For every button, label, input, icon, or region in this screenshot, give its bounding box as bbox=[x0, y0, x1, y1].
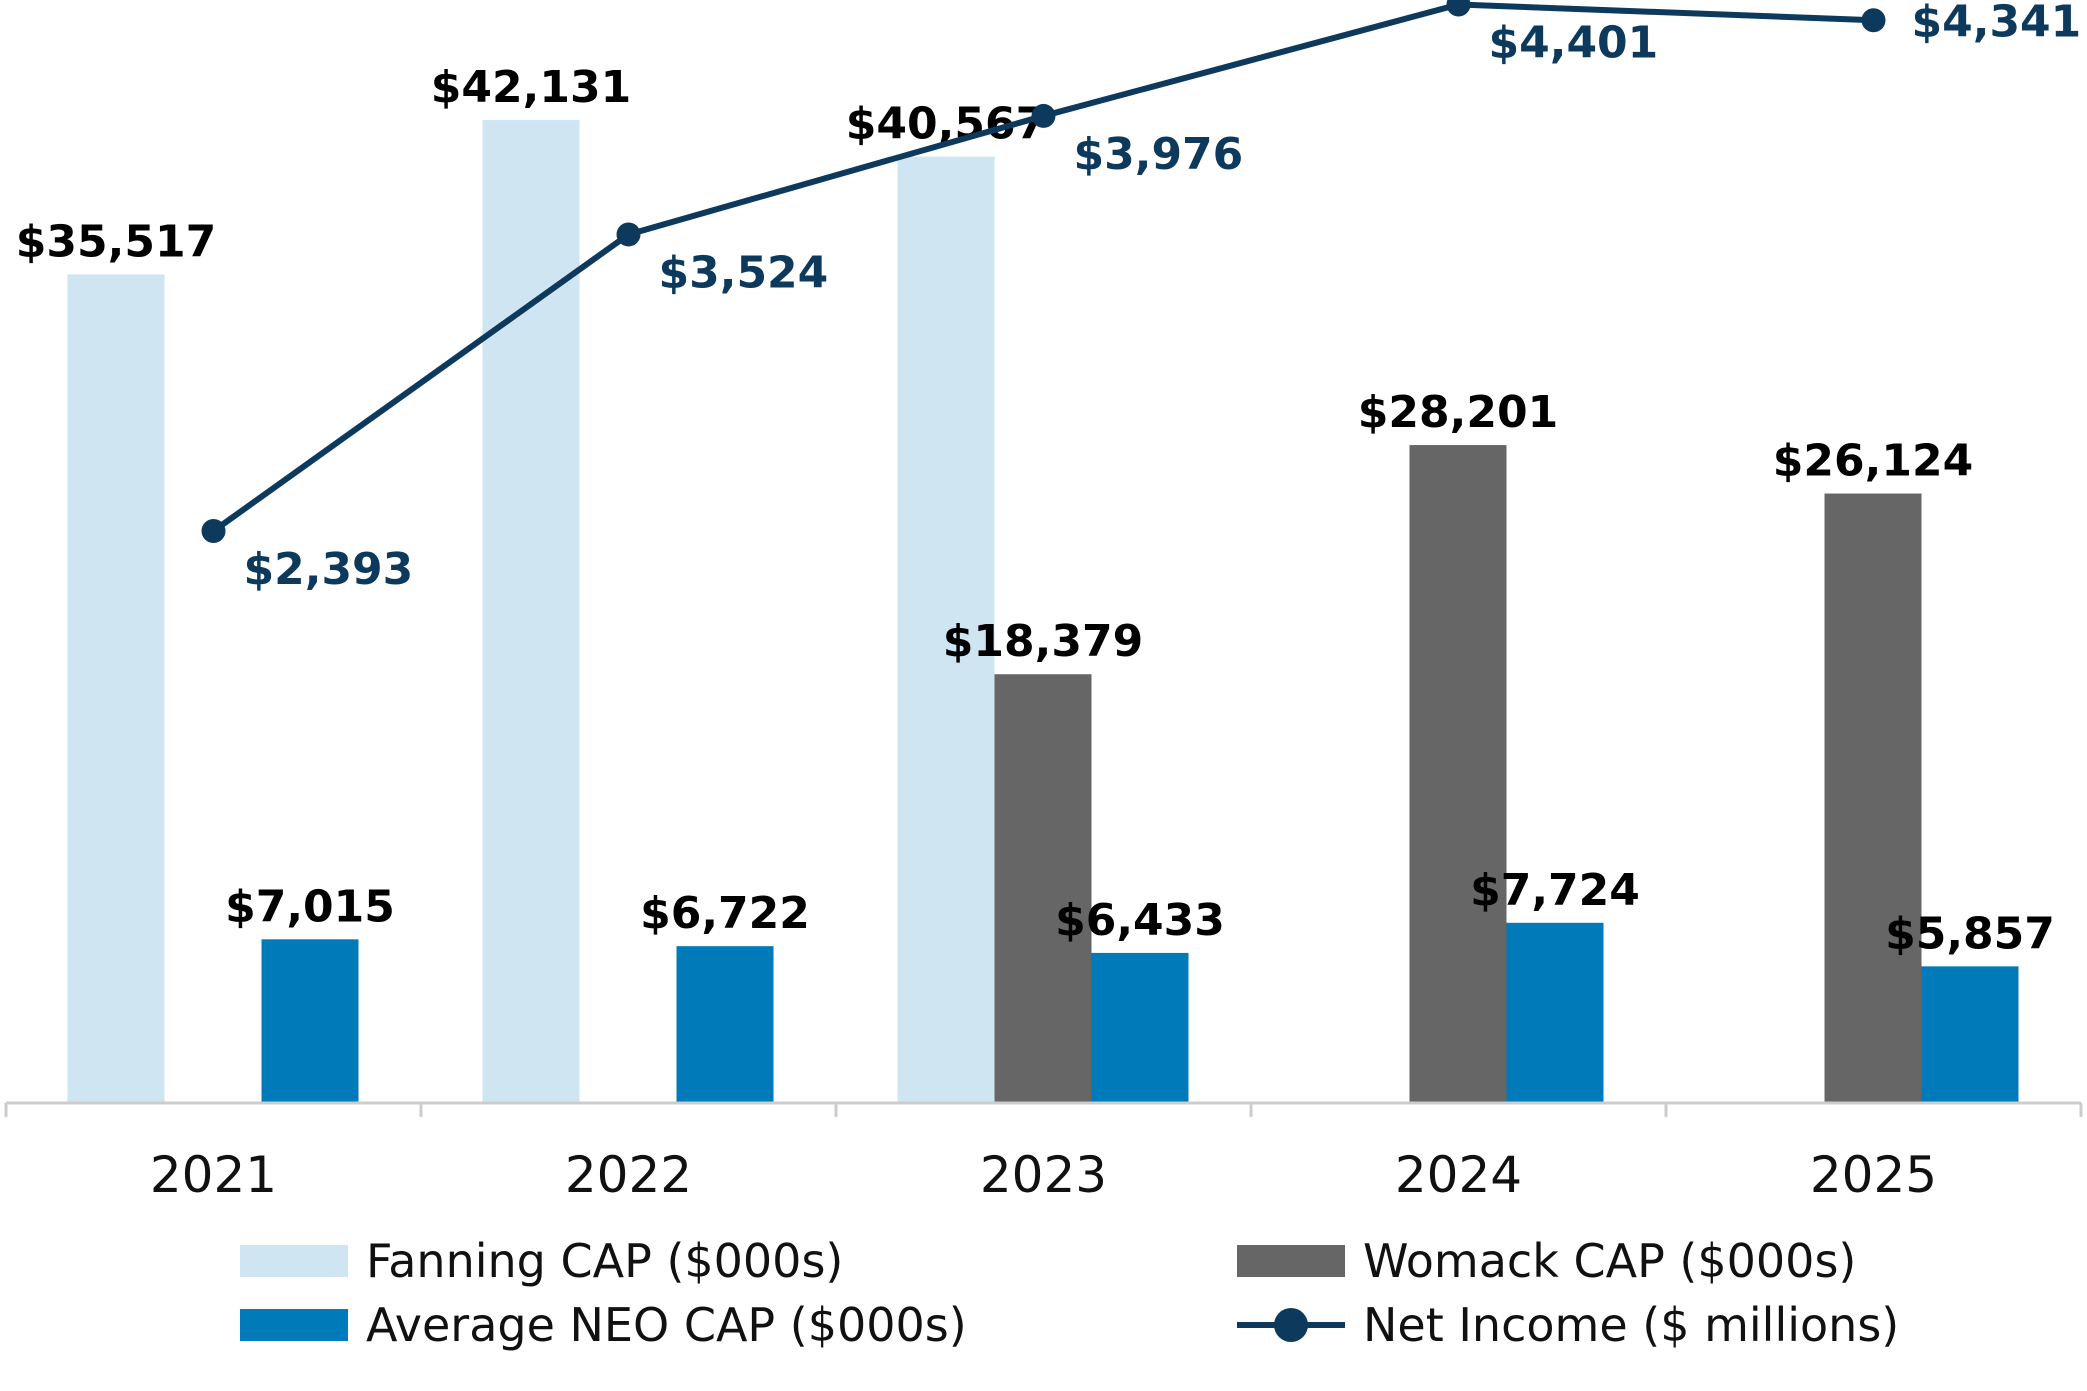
legend-neo-swatch bbox=[240, 1309, 348, 1341]
bar-womack-cap-000s-2023 bbox=[994, 674, 1092, 1103]
data-label-womack-cap-000s-2024: $28,201 bbox=[1358, 387, 1558, 438]
bar-fanning-cap-000s-2023 bbox=[897, 156, 995, 1103]
bar-average-neo-cap-000s-2022 bbox=[676, 946, 774, 1103]
data-label-net-income-millions-2024: $4,401 bbox=[1489, 18, 1659, 69]
bar-womack-cap-000s-2025 bbox=[1824, 493, 1922, 1103]
data-label-fanning-cap-000s-2022: $42,131 bbox=[431, 62, 631, 113]
legend-neo-label: Average NEO CAP ($000s) bbox=[366, 1298, 967, 1352]
bar-womack-cap-000s-2024 bbox=[1409, 445, 1507, 1103]
point-net-income-millions-2022 bbox=[616, 222, 641, 247]
x-tick-label-2022: 2022 bbox=[565, 1146, 692, 1204]
legend-fanning-swatch bbox=[240, 1245, 348, 1277]
data-label-average-neo-cap-000s-2021: $7,015 bbox=[225, 881, 395, 932]
data-label-net-income-millions-2025: $4,341 bbox=[1912, 0, 2082, 47]
data-label-fanning-cap-000s-2021: $35,517 bbox=[16, 216, 216, 267]
legend-net-income-swatch bbox=[1237, 1305, 1345, 1345]
data-label-average-neo-cap-000s-2024: $7,724 bbox=[1470, 865, 1640, 916]
x-tick-label-2021: 2021 bbox=[150, 1146, 277, 1204]
data-label-average-neo-cap-000s-2025: $5,857 bbox=[1885, 908, 2055, 959]
point-net-income-millions-2023 bbox=[1031, 103, 1056, 128]
data-label-net-income-millions-2022: $3,524 bbox=[659, 247, 829, 298]
x-tick-label-2024: 2024 bbox=[1395, 1146, 1522, 1204]
x-tick-label-2025: 2025 bbox=[1810, 1146, 1937, 1204]
legend-net-income-label: Net Income ($ millions) bbox=[1363, 1298, 1900, 1352]
point-net-income-millions-2025 bbox=[1861, 8, 1886, 33]
data-label-womack-cap-000s-2023: $18,379 bbox=[943, 616, 1143, 667]
bar-average-neo-cap-000s-2023 bbox=[1091, 952, 1189, 1103]
legend-fanning-label: Fanning CAP ($000s) bbox=[366, 1234, 844, 1288]
legend-neo: Average NEO CAP ($000s) bbox=[240, 1298, 967, 1352]
x-tick-label-2023: 2023 bbox=[980, 1146, 1107, 1204]
data-label-average-neo-cap-000s-2022: $6,722 bbox=[640, 888, 810, 939]
bar-average-neo-cap-000s-2021 bbox=[261, 939, 359, 1103]
legend-womack-swatch bbox=[1237, 1245, 1345, 1277]
point-net-income-millions-2021 bbox=[201, 519, 226, 543]
data-label-womack-cap-000s-2025: $26,124 bbox=[1773, 436, 1973, 487]
legend-womack: Womack CAP ($000s) bbox=[1237, 1234, 1856, 1288]
bar-fanning-cap-000s-2021 bbox=[67, 274, 165, 1103]
point-net-income-millions-2024 bbox=[1446, 0, 1471, 17]
bar-average-neo-cap-000s-2024 bbox=[1506, 922, 1604, 1103]
legend-fanning: Fanning CAP ($000s) bbox=[240, 1234, 843, 1288]
data-label-net-income-millions-2021: $2,393 bbox=[244, 544, 414, 595]
legend-womack-label: Womack CAP ($000s) bbox=[1363, 1234, 1857, 1288]
bar-fanning-cap-000s-2022 bbox=[482, 120, 580, 1104]
data-label-net-income-millions-2023: $3,976 bbox=[1074, 129, 1244, 180]
bar-average-neo-cap-000s-2025 bbox=[1921, 966, 2019, 1103]
data-label-average-neo-cap-000s-2023: $6,433 bbox=[1055, 895, 1225, 946]
legend-net-income: Net Income ($ millions) bbox=[1237, 1298, 1899, 1352]
